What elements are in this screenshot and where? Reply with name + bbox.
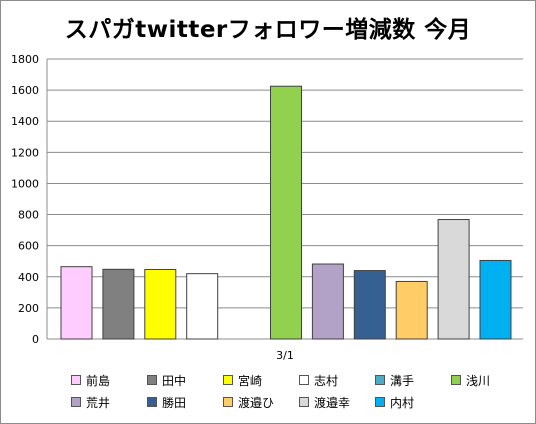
legend-swatch (223, 375, 233, 385)
legend-item: 渡邉幸 (299, 394, 375, 410)
bar-前島 (60, 266, 93, 340)
legend-label: 宮崎 (238, 373, 263, 388)
legend-item: 勝田 (147, 394, 223, 410)
x-tick-label: 3/1 (276, 349, 294, 362)
legend: 前島 田中 宮崎 志村 溝手 浅川荒井 勝田 渡邉ひ 渡邉幸 内村 (71, 372, 531, 410)
bar-浅川 (270, 85, 302, 340)
legend-item: 溝手 (375, 372, 451, 388)
y-tick-label: 1000 (11, 177, 39, 190)
legend-item: 宮崎 (223, 372, 299, 388)
legend-swatch (71, 375, 81, 385)
legend-label: 荒井 (86, 395, 111, 410)
y-tick-label: 600 (18, 240, 39, 253)
y-tick-label: 0 (32, 333, 39, 346)
legend-item: 浅川 (451, 372, 527, 388)
legend-label: 渡邉幸 (314, 395, 351, 410)
legend-swatch (299, 375, 309, 385)
legend-item: 渡邉ひ (223, 394, 299, 410)
legend-swatch (375, 397, 385, 407)
legend-swatch (375, 375, 385, 385)
legend-label: 田中 (162, 373, 187, 388)
bar-荒井 (311, 263, 344, 340)
legend-label: 志村 (314, 373, 339, 388)
bar-宮崎 (144, 268, 177, 340)
legend-item: 田中 (147, 372, 223, 388)
legend-label: 浅川 (466, 373, 491, 388)
legend-item: 内村 (375, 394, 451, 410)
y-tick-label: 1800 (11, 53, 39, 66)
legend-label: 前島 (86, 373, 111, 388)
legend-swatch (71, 397, 81, 407)
y-tick-label: 1400 (11, 115, 39, 128)
legend-item: 前島 (71, 372, 147, 388)
legend-label: 勝田 (162, 395, 187, 410)
legend-label: 内村 (390, 395, 415, 410)
legend-swatch (147, 375, 157, 385)
y-tick-label: 200 (18, 302, 39, 315)
plot-area: 0 200 400 600 800 1000 1200 1400 1600 1800 3/1 (11, 53, 523, 362)
y-tick-label: 400 (18, 271, 39, 284)
bar-渡邉ひ (395, 280, 428, 340)
legend-swatch (147, 397, 157, 407)
legend-swatch (223, 397, 233, 407)
legend-item: 志村 (299, 372, 375, 388)
bar-渡邉幸 (437, 219, 470, 340)
y-tick-label: 800 (18, 209, 39, 222)
bar-内村 (479, 259, 512, 340)
legend-item: 荒井 (71, 394, 147, 410)
chart-title: スパガtwitterフォロワー増減数 今月 (64, 17, 472, 43)
bar-志村 (186, 273, 219, 340)
legend-swatch (299, 397, 309, 407)
legend-label: 渡邉ひ (238, 395, 275, 410)
bar-勝田 (353, 270, 386, 340)
y-tick-label: 1600 (11, 84, 39, 97)
y-tick-label: 1200 (11, 146, 39, 159)
bar-田中 (102, 268, 135, 340)
legend-swatch (451, 375, 461, 385)
legend-label: 溝手 (390, 373, 415, 388)
